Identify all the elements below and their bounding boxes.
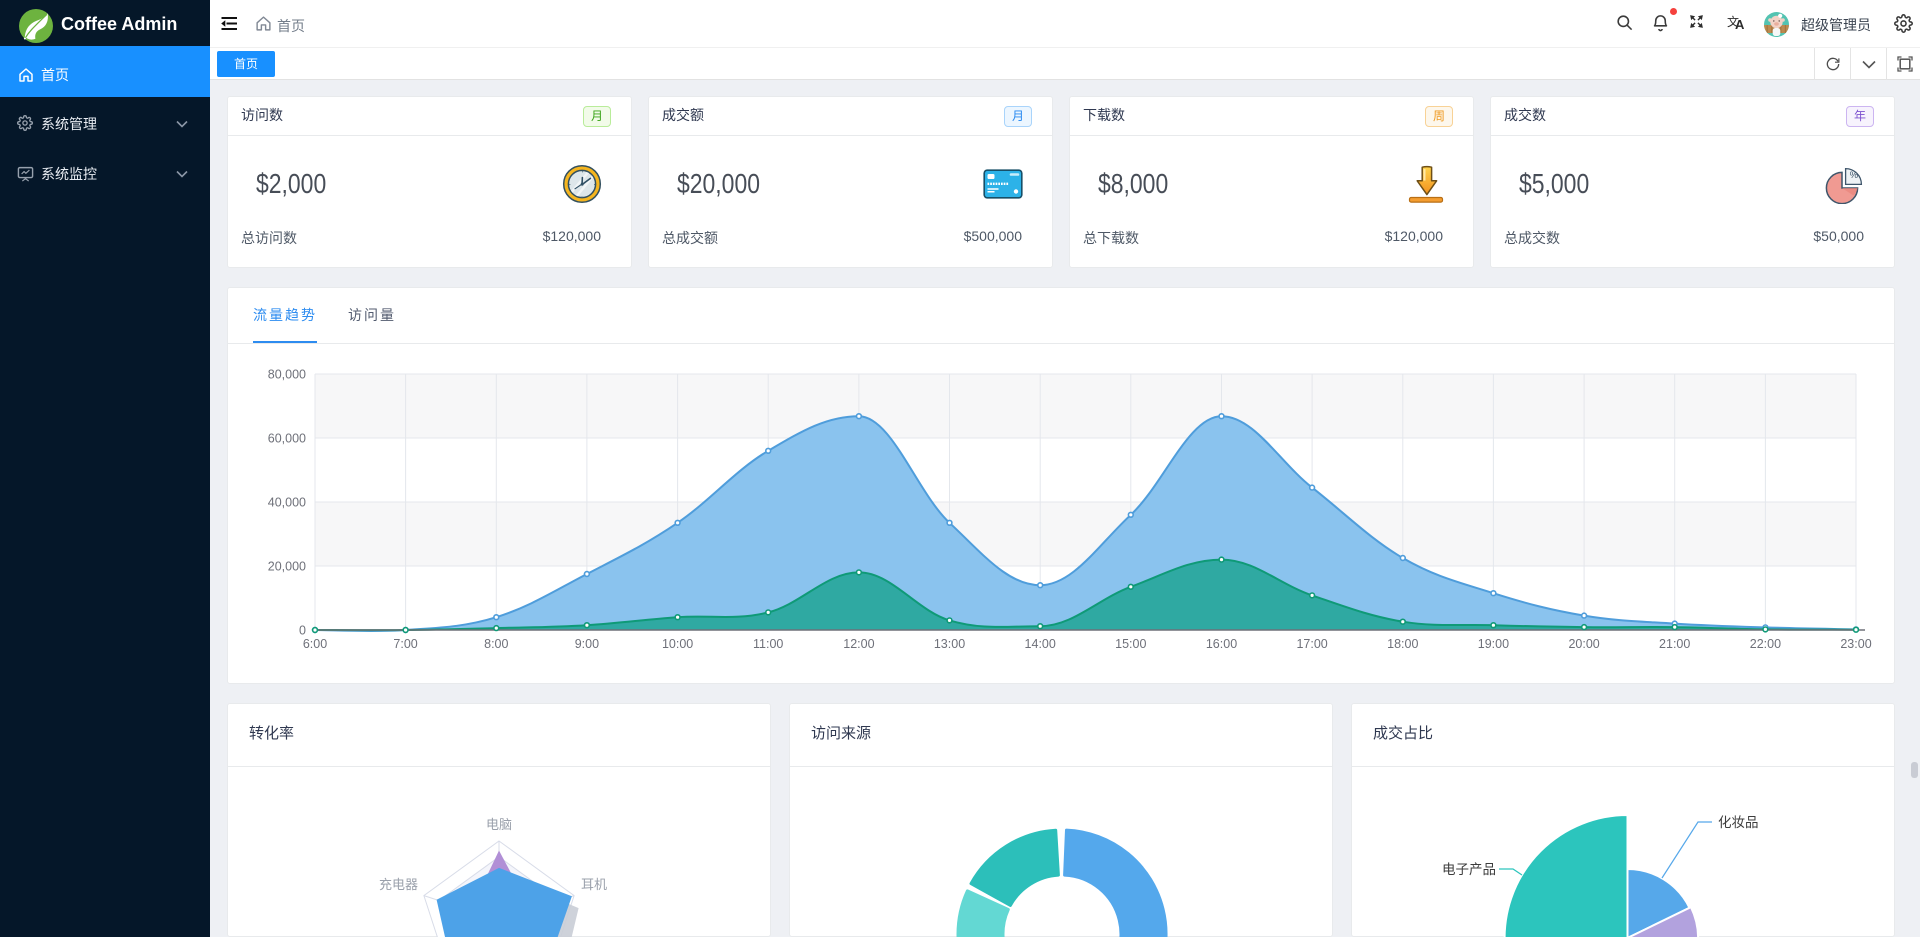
svg-text:0: 0 (299, 624, 306, 638)
svg-text:11:00: 11:00 (753, 637, 783, 651)
svg-text:15:00: 15:00 (1115, 637, 1146, 651)
svg-text:80,000: 80,000 (268, 368, 306, 382)
svg-text:17:00: 17:00 (1296, 637, 1327, 651)
svg-text:60,000: 60,000 (268, 432, 306, 446)
svg-text:20,000: 20,000 (268, 560, 306, 574)
svg-text:21:00: 21:00 (1659, 637, 1690, 651)
svg-text:%: % (1850, 170, 1859, 181)
svg-text:8:00: 8:00 (484, 637, 508, 651)
svg-text:耳机: 耳机 (581, 874, 607, 893)
svg-text:6:00: 6:00 (303, 637, 327, 651)
svg-text:23:00: 23:00 (1840, 637, 1871, 651)
svg-text:7:00: 7:00 (393, 637, 417, 651)
svg-text:14:00: 14:00 (1025, 637, 1056, 651)
svg-text:40,000: 40,000 (268, 496, 306, 510)
svg-text:电子产品: 电子产品 (1442, 858, 1496, 878)
svg-text:22:00: 22:00 (1750, 637, 1781, 651)
svg-text:13:00: 13:00 (934, 637, 965, 651)
svg-text:20:00: 20:00 (1568, 637, 1599, 651)
svg-text:18:00: 18:00 (1387, 637, 1418, 651)
svg-text:化妆品: 化妆品 (1718, 811, 1759, 831)
svg-text:19:00: 19:00 (1478, 637, 1509, 651)
svg-text:16:00: 16:00 (1206, 637, 1237, 651)
svg-text:充电器: 充电器 (379, 874, 418, 893)
svg-text:12:00: 12:00 (843, 637, 874, 651)
svg-text:9:00: 9:00 (575, 637, 599, 651)
svg-text:10:00: 10:00 (662, 637, 693, 651)
svg-text:电脑: 电脑 (486, 814, 512, 833)
